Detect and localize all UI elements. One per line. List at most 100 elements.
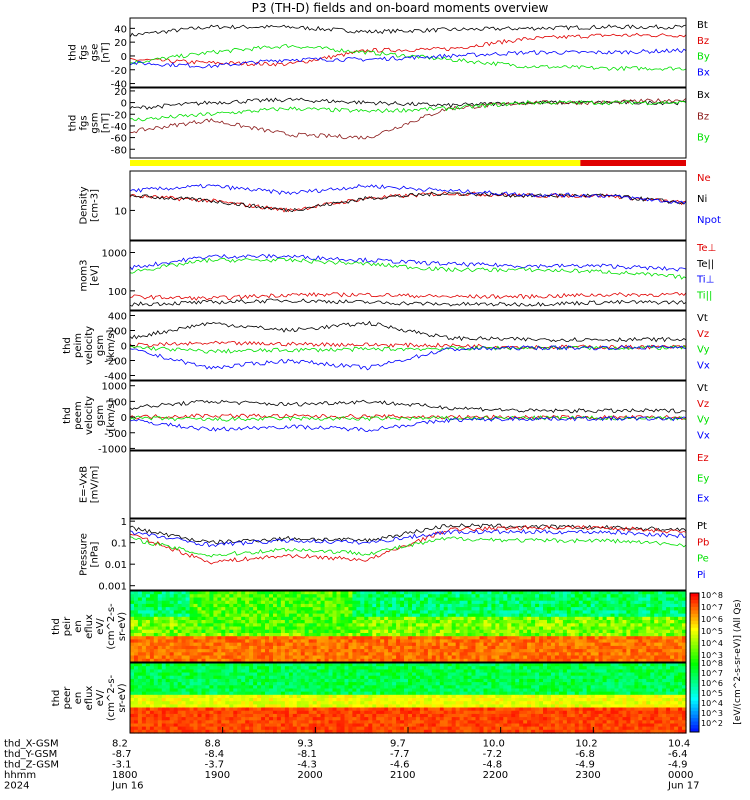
- heatmap-cell: [427, 720, 433, 725]
- heatmap-cell: [257, 626, 262, 631]
- heatmap-cell: [423, 666, 429, 670]
- heatmap-cell: [392, 685, 397, 690]
- heatmap-cell: [261, 701, 266, 705]
- heatmap-cell: [380, 607, 385, 611]
- heatmap-cell: [356, 613, 361, 618]
- heatmap-cell: [419, 591, 425, 595]
- heatmap-cell: [300, 591, 306, 595]
- heatmap-cell: [276, 707, 282, 712]
- heatmap-cell: [320, 629, 326, 634]
- heatmap-cell: [455, 645, 461, 650]
- heatmap-cell: [443, 626, 449, 631]
- heatmap-cell: [300, 710, 306, 715]
- heatmap-cell: [634, 645, 639, 650]
- heatmap-cell: [261, 591, 266, 595]
- heatmap-cell: [292, 713, 298, 718]
- heatmap-cell: [265, 642, 270, 647]
- heatmap-cell: [320, 675, 326, 680]
- heatmap-cell: [276, 717, 282, 721]
- heatmap-cell: [439, 698, 445, 702]
- heatmap-cell: [384, 642, 389, 647]
- heatmap-cell: [400, 603, 405, 608]
- heatmap-cell: [439, 663, 445, 667]
- heatmap-cell: [217, 613, 222, 618]
- heatmap-cell: [412, 594, 417, 598]
- heatmap-cell: [141, 717, 147, 721]
- heatmap-cell: [415, 639, 421, 644]
- heatmap-cell: [439, 633, 445, 637]
- heatmap-cell: [316, 723, 322, 728]
- heatmap-cell: [423, 720, 429, 725]
- heatmap-cell: [332, 713, 338, 718]
- heatmap-cell: [419, 675, 425, 680]
- heatmap-cell: [149, 723, 155, 728]
- heatmap-cell: [161, 600, 167, 605]
- heatmap-cell: [392, 698, 397, 702]
- heatmap-cell: [539, 629, 544, 634]
- heatmap-cell: [574, 600, 580, 605]
- heatmap-cell: [646, 645, 651, 650]
- heatmap-cell: [296, 729, 302, 734]
- heatmap-cell: [201, 591, 207, 595]
- heatmap-cell: [173, 729, 179, 734]
- heatmap-cell: [431, 616, 437, 621]
- heatmap-cell: [360, 620, 365, 624]
- ytick-label: -40: [111, 80, 127, 91]
- heatmap-cell: [475, 645, 481, 650]
- heatmap-cell: [296, 666, 302, 670]
- heatmap-cell: [177, 717, 183, 721]
- heatmap-cell: [134, 597, 139, 602]
- heatmap-cell: [670, 603, 675, 608]
- heatmap-cell: [181, 720, 187, 725]
- heatmap-cell: [372, 678, 377, 683]
- heatmap-cell: [165, 698, 171, 702]
- heatmap-cell: [280, 591, 286, 595]
- heatmap-cell: [630, 597, 635, 602]
- heatmap-cell: [455, 633, 461, 637]
- heatmap-cell: [368, 672, 373, 677]
- heatmap-cell: [574, 645, 580, 650]
- heatmap-cell: [602, 639, 608, 644]
- heatmap-cell: [368, 726, 373, 731]
- heatmap-cell: [352, 626, 357, 631]
- heatmap-cell: [177, 642, 183, 647]
- heatmap-cell: [134, 616, 139, 621]
- heatmap-cell: [141, 720, 147, 725]
- heatmap-cell: [570, 613, 576, 618]
- heatmap-cell: [578, 649, 584, 653]
- heatmap-cell: [396, 658, 401, 663]
- heatmap-cell: [197, 691, 203, 696]
- heatmap-cell: [300, 675, 306, 680]
- heatmap-cell: [622, 649, 628, 653]
- heatmap-cell: [213, 710, 218, 715]
- heatmap-cell: [666, 649, 671, 653]
- heatmap-cell: [404, 620, 409, 624]
- heatmap-cell: [280, 713, 286, 718]
- heatmap-cell: [292, 642, 298, 647]
- heatmap-cell: [189, 723, 195, 728]
- heatmap-cell: [678, 620, 683, 624]
- heatmap-cell: [324, 603, 330, 608]
- heatmap-cell: [284, 688, 290, 693]
- heatmap-cell: [352, 594, 357, 598]
- heatmap-cell: [157, 685, 163, 690]
- heatmap-cell: [511, 610, 516, 615]
- heatmap-cell: [265, 669, 270, 674]
- heatmap-cell: [257, 655, 262, 660]
- legend-temp-0: Te⊥: [696, 243, 716, 254]
- heatmap-cell: [543, 633, 548, 637]
- heatmap-cell: [674, 620, 679, 624]
- heatmap-cell: [435, 597, 441, 602]
- heatmap-cell: [392, 663, 397, 667]
- heatmap-cell: [467, 658, 473, 663]
- heatmap-cell: [284, 613, 290, 618]
- heatmap-cell: [408, 626, 413, 631]
- heatmap-cell: [392, 636, 397, 640]
- heatmap-cell: [304, 623, 310, 628]
- heatmap-cell: [586, 613, 592, 618]
- heatmap-cell: [582, 652, 588, 657]
- heatmap-cell: [300, 713, 306, 718]
- heatmap-cell: [415, 688, 421, 693]
- heatmap-cell: [511, 600, 516, 605]
